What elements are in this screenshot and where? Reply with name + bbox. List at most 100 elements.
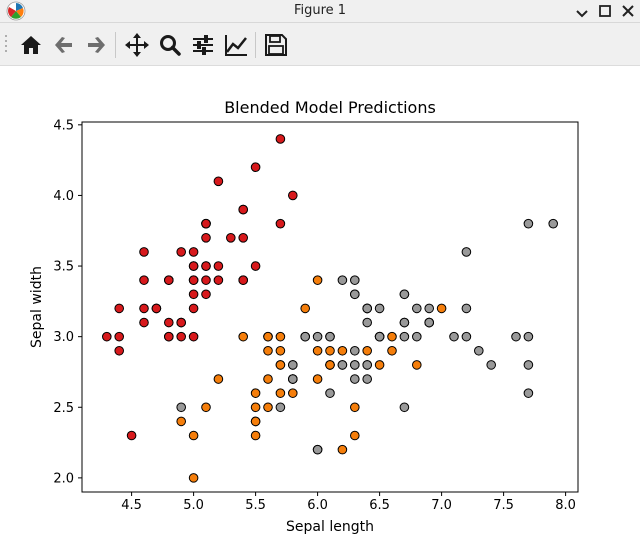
data-point-class-1 [250,430,261,441]
x-tick-label: 5.0 [183,498,204,513]
data-point-class-0 [164,331,174,342]
y-tick-label: 3.5 [53,260,74,275]
data-point-class-0 [164,317,174,328]
data-point-class-0 [188,331,199,342]
data-point-class-2 [275,402,286,413]
data-point-class-1 [176,416,186,427]
data-point-class-2 [288,374,298,384]
data-point-class-2 [337,275,348,285]
data-point-class-0 [201,233,211,243]
data-point-class-1 [312,374,323,384]
data-point-class-0 [114,345,124,356]
data-point-class-2 [461,303,472,314]
data-point-class-0 [201,261,211,271]
data-point-class-2 [350,374,360,384]
data-point-class-0 [139,303,149,314]
plot-frame [81,121,579,493]
arrow-left-icon [55,37,72,53]
data-points [102,134,559,483]
data-point-class-0 [164,275,174,285]
customize-button[interactable] [223,32,249,58]
data-point-class-0 [176,247,186,257]
maximize-button[interactable] [596,2,614,20]
data-point-class-2 [412,331,422,342]
data-point-class-2 [350,360,360,370]
navigation-toolbar [0,23,640,66]
y-tick-label: 4.5 [53,118,74,133]
y-axis-ticks: 2.0 2.5 3.0 3.5 4.0 4.5 [53,118,82,486]
data-point-class-1 [325,360,335,370]
toolbar-separator [115,32,116,58]
data-point-class-2 [300,331,311,342]
save-button[interactable] [263,32,289,58]
data-point-class-1 [325,345,335,356]
toolbar-separator [255,32,256,58]
subplots-button[interactable] [190,32,216,58]
zoom-button[interactable] [157,32,183,58]
data-point-class-1 [275,388,286,398]
pan-button[interactable] [124,32,150,58]
data-point-class-1 [188,430,199,441]
data-point-class-1 [312,275,323,285]
data-point-class-2 [523,388,534,398]
data-point-class-1 [337,345,348,356]
line-chart-icon [225,35,247,56]
x-tick-label: 6.0 [307,498,328,513]
home-icon [21,36,41,54]
data-point-class-2 [461,247,472,257]
data-point-class-2 [523,360,534,370]
toolbar-grip-icon[interactable] [4,33,8,55]
data-point-class-1 [362,345,373,356]
data-point-class-2 [362,360,373,370]
data-point-class-2 [424,317,435,328]
back-button[interactable] [51,32,77,58]
data-point-class-2 [325,331,335,342]
data-point-class-0 [250,162,261,172]
data-point-class-0 [275,134,286,144]
data-point-class-0 [226,233,236,243]
data-point-class-1 [250,388,261,398]
close-button[interactable] [619,2,637,20]
data-point-class-0 [126,430,137,441]
data-point-class-1 [412,360,422,370]
data-point-class-2 [176,402,186,413]
data-point-class-2 [399,317,410,328]
data-point-class-0 [176,331,186,342]
x-tick-label: 7.0 [431,498,452,513]
x-axis-label: Sepal length [286,519,374,535]
x-axis-ticks: 4.5 5.0 5.5 6.0 6.5 7.0 7.5 8.0 [121,492,576,513]
home-button[interactable] [18,32,44,58]
forward-button[interactable] [83,32,109,58]
figure-canvas[interactable]: Blended Model Predictions 4.5 5.0 5.5 6.0 6.… [0,66,640,543]
minimize-button[interactable] [573,2,591,20]
data-point-class-2 [486,360,497,370]
data-point-class-2 [424,303,435,314]
data-point-class-2 [350,275,360,285]
data-point-class-1 [275,331,286,342]
data-point-class-0 [188,247,199,257]
data-point-class-0 [114,331,124,342]
x-tick-label: 4.5 [121,498,142,513]
data-point-class-0 [238,275,248,285]
data-point-class-0 [188,303,199,314]
scatter-chart: Blended Model Predictions 4.5 5.0 5.5 6.0 6.… [29,98,579,535]
chart-title: Blended Model Predictions [224,98,436,117]
data-point-class-0 [201,275,211,285]
data-point-class-1 [213,374,224,384]
data-point-class-1 [350,430,360,441]
data-point-class-2 [350,345,360,356]
data-point-class-2 [511,331,521,342]
data-point-class-0 [102,331,112,342]
data-point-class-0 [275,218,286,229]
data-point-class-0 [201,289,211,300]
data-point-class-0 [151,303,162,314]
data-point-class-0 [201,218,211,229]
data-point-class-0 [176,317,186,328]
data-point-class-1 [263,402,273,413]
data-point-class-1 [263,331,273,342]
data-point-class-0 [288,190,298,201]
data-point-class-1 [350,402,360,413]
data-point-class-2 [337,360,348,370]
data-point-class-1 [374,360,385,370]
y-axis-label: Sepal width [29,266,45,348]
